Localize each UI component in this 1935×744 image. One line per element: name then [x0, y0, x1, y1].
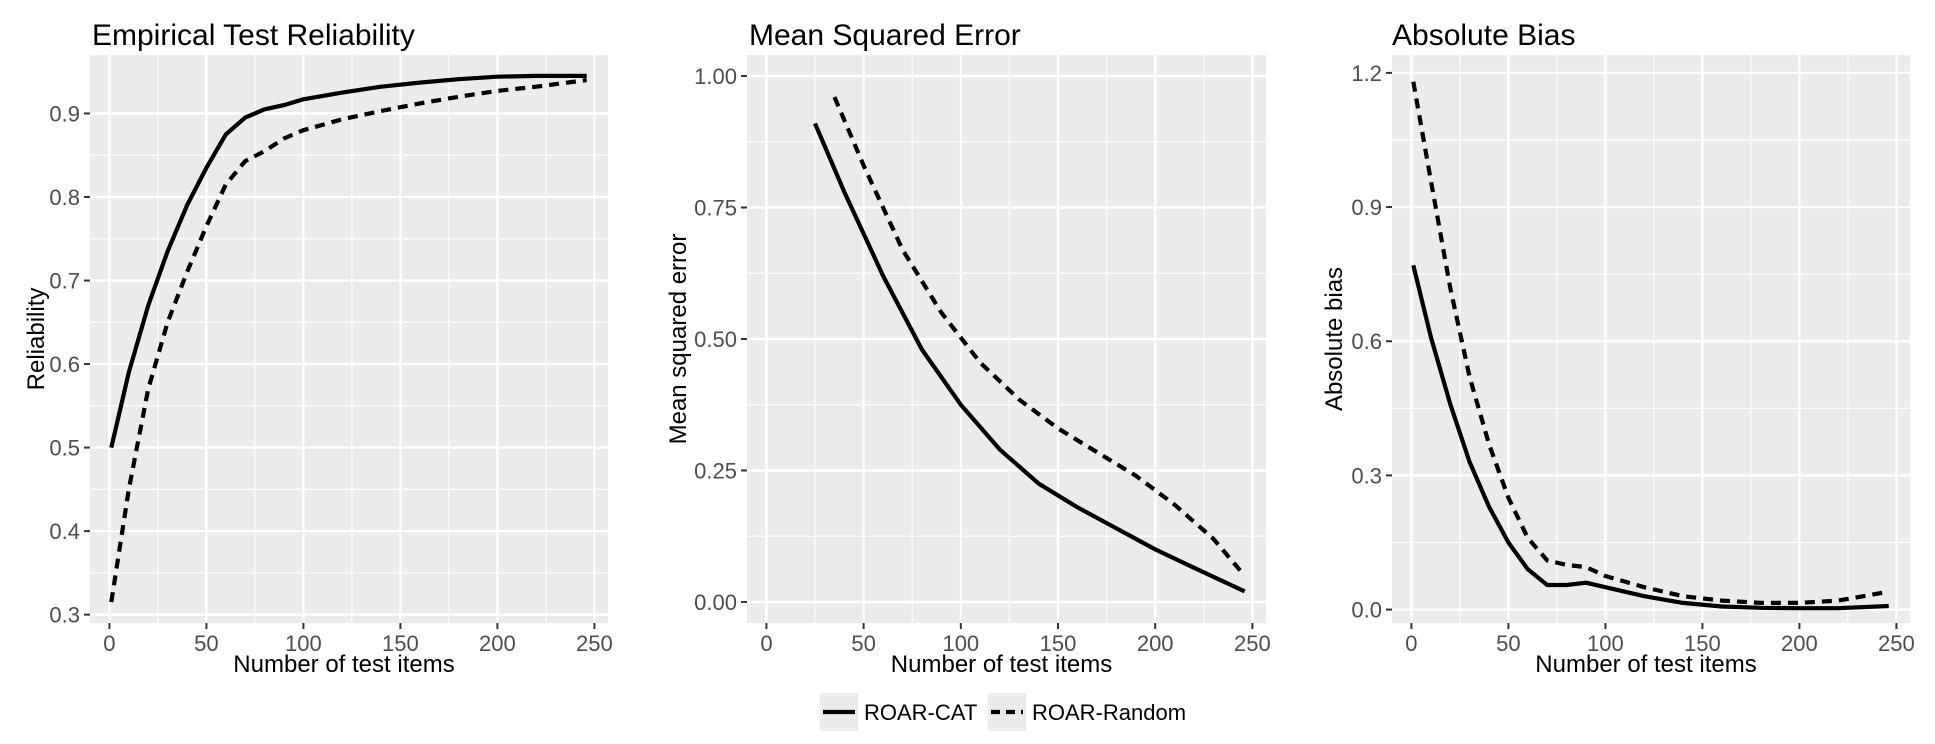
y-tick-label: 0.00	[694, 590, 737, 615]
x-tick-label: 0	[760, 631, 772, 656]
x-tick-label: 250	[1878, 631, 1915, 656]
x-axis-label: Number of test items	[891, 651, 1112, 678]
y-tick-label: 0.9	[49, 101, 80, 126]
y-tick-label: 0.9	[1351, 195, 1382, 220]
legend-label-cat: ROAR-CAT	[864, 700, 977, 725]
y-tick-label: 0.0	[1351, 598, 1382, 623]
series-line-roar-random	[1411, 81, 1890, 605]
panel-mean-squared-error: 0 50 100 150 200 250 0.00 0.25 0.50 0.75 1.00 Mean …	[665, 19, 1271, 678]
y-tick-label: 0.4	[49, 519, 80, 544]
y-tick-label: 0.5	[49, 436, 80, 461]
x-axis-label: Number of test items	[233, 651, 454, 678]
x-tick-label: 0	[103, 631, 115, 656]
x-tick-label: 0	[1405, 631, 1417, 656]
y-tick-label: 0.3	[49, 603, 80, 628]
y-axis-label: Reliability	[23, 288, 50, 391]
x-tick-label: 200	[1781, 631, 1818, 656]
legend-label-random: ROAR-Random	[1032, 700, 1186, 725]
series-line-roar-random	[832, 96, 1247, 578]
plot-background	[90, 55, 608, 623]
x-tick-label: 200	[479, 631, 516, 656]
y-tick-label: 0.50	[694, 327, 737, 352]
x-tick-label: 250	[1234, 631, 1271, 656]
y-tick-label: 1.2	[1351, 61, 1382, 86]
y-axis-label: Absolute bias	[1321, 267, 1348, 411]
series-line-roar-cat	[1411, 264, 1889, 611]
series-line-roar-cat	[813, 122, 1246, 594]
y-tick-label: 0.6	[49, 352, 80, 377]
x-tick-label: 150	[382, 631, 419, 656]
x-tick-label: 50	[194, 631, 218, 656]
x-axis-label: Number of test items	[1535, 651, 1756, 678]
panel-absolute-bias: 0 50 100 150 200 250 0.0 0.3 0.6 0.9 1.2 Absolute B…	[1321, 19, 1915, 678]
x-tick-label: 200	[1137, 631, 1174, 656]
x-tick-label: 100	[285, 631, 322, 656]
series-line-roar-random	[109, 78, 587, 603]
y-tick-label: 0.8	[49, 185, 80, 210]
x-tick-label: 150	[1684, 631, 1721, 656]
legend: ROAR-CAT ROAR-Random	[820, 693, 1186, 731]
x-tick-label: 100	[1587, 631, 1624, 656]
x-tick-label: 50	[1496, 631, 1520, 656]
y-tick-label: 0.75	[694, 196, 737, 221]
y-axis-label: Mean squared error	[665, 234, 692, 445]
y-tick-label: 0.6	[1351, 329, 1382, 354]
y-tick-label: 0.3	[1351, 463, 1382, 488]
x-tick-label: 250	[576, 631, 613, 656]
series-line-roar-cat	[109, 73, 587, 449]
x-tick-label: 100	[942, 631, 979, 656]
y-tick-label: 1.00	[694, 64, 737, 89]
x-tick-label: 150	[1040, 631, 1077, 656]
plot-background	[1392, 55, 1910, 623]
y-tick-label: 0.25	[694, 458, 737, 483]
chart-title-mse: Mean Squared Error	[749, 19, 1021, 52]
chart-title-bias: Absolute Bias	[1392, 19, 1575, 52]
x-tick-label: 50	[851, 631, 875, 656]
panel-reliability: 0 50 100 150 200 250 0.3 0.4 0.5 0.6 0.7 0.8 0.9 Empi…	[23, 19, 613, 678]
y-tick-label: 0.7	[49, 269, 80, 294]
chart-title-reliability: Empirical Test Reliability	[92, 19, 415, 52]
